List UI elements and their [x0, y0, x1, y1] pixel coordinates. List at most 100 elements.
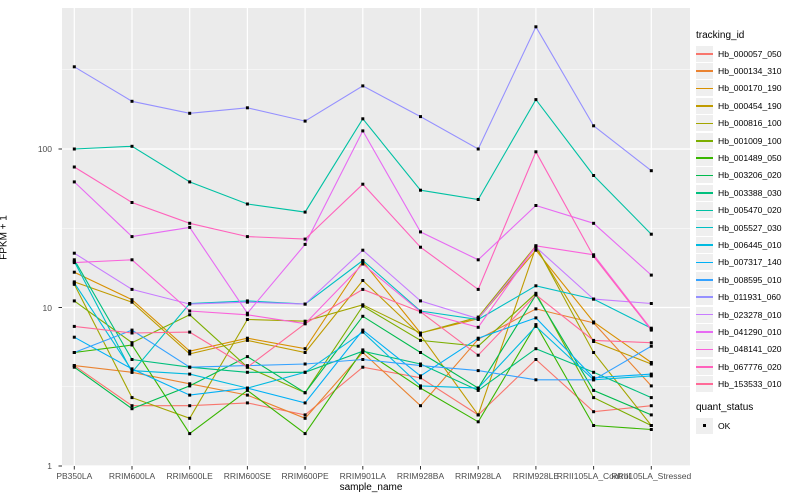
data-point	[303, 370, 307, 374]
data-point	[245, 235, 249, 239]
data-point	[592, 388, 596, 392]
data-point	[592, 351, 596, 354]
x-tick-label: RRIM600LE	[166, 471, 213, 481]
data-point	[130, 287, 134, 291]
data-point	[303, 242, 307, 246]
data-point	[534, 248, 538, 252]
y-tick-label: 1	[47, 461, 52, 471]
data-point	[130, 370, 134, 374]
data-point	[72, 351, 76, 354]
data-point	[188, 416, 192, 420]
data-point	[649, 341, 653, 345]
data-point	[245, 311, 249, 315]
legend-items: Hb_000057_050 Hb_000134_310 Hb_000170_190 H…	[696, 45, 782, 393]
data-point	[303, 362, 307, 366]
legend-item-label: Hb_007317_140	[718, 257, 782, 268]
legend-key-swatch	[696, 289, 713, 306]
data-point	[245, 313, 249, 317]
x-tick-label: RRIM928LE	[512, 471, 560, 481]
legend-item-label: Hb_000057_050	[718, 48, 782, 59]
data-point	[245, 336, 249, 340]
series-points-Hb_041290_010	[72, 129, 653, 315]
data-point	[419, 230, 422, 234]
data-point	[130, 341, 134, 345]
series-color-line-icon	[696, 261, 713, 264]
data-point	[188, 432, 192, 436]
y-tick-label: 100	[37, 144, 52, 154]
data-point	[534, 98, 538, 102]
data-point	[130, 144, 134, 148]
data-point	[649, 302, 653, 305]
data-point	[72, 180, 76, 184]
data-point	[72, 261, 76, 265]
legend-item-label: Hb_001489_050	[718, 153, 782, 164]
data-point	[592, 174, 596, 177]
data-point	[419, 333, 422, 337]
data-point	[303, 351, 307, 354]
data-point	[534, 307, 538, 311]
data-point	[419, 386, 422, 390]
data-point	[361, 129, 365, 133]
series-color-line-icon	[696, 192, 713, 194]
data-point	[361, 358, 365, 361]
legend-item-label: Hb_006445_010	[718, 239, 782, 250]
legend-item-label: Hb_003388_030	[718, 187, 782, 198]
data-point	[649, 344, 653, 348]
y-axis-title: FPKM + 1	[0, 215, 10, 260]
legend-item-label: Hb_011931_060	[718, 292, 781, 303]
data-point	[361, 330, 365, 334]
data-point	[534, 284, 538, 288]
data-point	[592, 221, 596, 225]
data-point	[72, 165, 76, 169]
series-color-line-icon	[696, 105, 713, 107]
data-point	[476, 336, 480, 340]
data-point	[534, 204, 538, 207]
data-point	[419, 374, 422, 378]
legend-item-label: Hb_003206_020	[718, 170, 782, 181]
data-point	[188, 309, 192, 313]
data-point	[476, 325, 480, 329]
data-point	[592, 320, 596, 324]
x-axis-title: sample_name	[339, 482, 403, 493]
data-point	[419, 376, 422, 380]
legend-item: Hb_048141_020	[696, 341, 782, 358]
data-point	[649, 428, 653, 431]
legend-key-swatch	[696, 132, 713, 149]
data-point	[72, 251, 76, 255]
data-point	[303, 401, 307, 405]
data-point	[534, 324, 538, 328]
series-color-line-icon	[696, 366, 713, 368]
data-point	[245, 318, 249, 321]
legend-item: Hb_023278_010	[696, 306, 782, 323]
legend-item: Hb_153533_010	[696, 375, 782, 393]
data-point	[188, 111, 192, 115]
data-point	[188, 330, 192, 334]
data-point	[361, 304, 365, 308]
legend-key-swatch	[696, 236, 713, 253]
data-point	[245, 202, 249, 206]
legend-item: Hb_000170_190	[696, 80, 782, 97]
series-points-Hb_007317_140	[72, 316, 653, 405]
x-tick-label: RRII105LA_Stressed	[611, 471, 692, 481]
data-point	[188, 384, 192, 388]
data-point	[592, 378, 596, 382]
x-tick-label: RRIM600PE	[281, 471, 329, 481]
data-point	[649, 424, 653, 427]
data-point	[72, 365, 76, 369]
series-color-line-icon	[696, 313, 713, 316]
data-point	[476, 258, 480, 262]
data-point	[130, 358, 134, 361]
data-point	[188, 352, 192, 356]
data-point	[130, 369, 134, 373]
legend-item: Hb_003388_030	[696, 184, 782, 201]
legend-title: tracking_id	[696, 30, 745, 41]
data-point	[476, 386, 480, 390]
data-point	[534, 358, 538, 361]
x-tick-label: RRII105LA_Control	[556, 471, 631, 481]
legend-item: Hb_041290_010	[696, 323, 782, 340]
plot-panel	[62, 8, 690, 466]
data-point	[419, 299, 422, 303]
legend-item-label: Hb_000816_100	[718, 118, 782, 129]
data-point	[649, 396, 653, 400]
legend-item-label: Hb_000454_190	[718, 100, 782, 111]
